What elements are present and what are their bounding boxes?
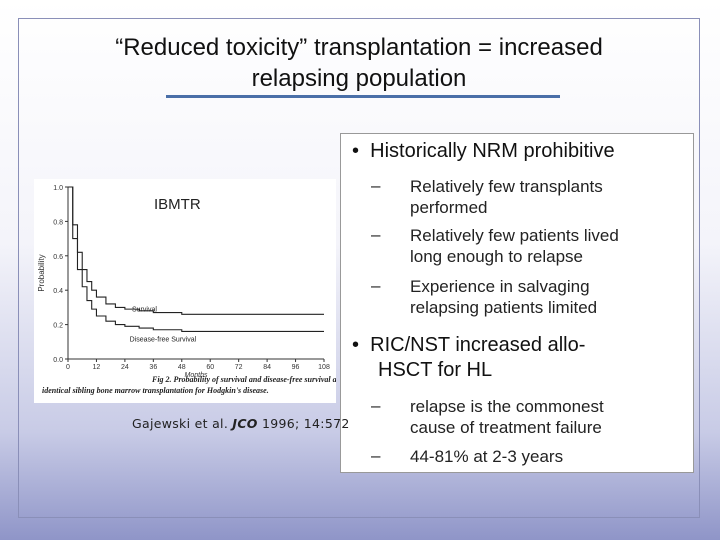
- y-tick-label: 0.2: [53, 323, 63, 330]
- y-tick-label: 1.0: [53, 185, 63, 192]
- bullet-dot: •: [352, 140, 371, 162]
- series-line-survival: [68, 186, 324, 315]
- sub-bullet-1-1: Relatively few transplants performed: [410, 176, 603, 218]
- sub-bullet-line: Relatively few patients lived: [410, 226, 619, 245]
- y-tick-label: 0.4: [53, 288, 63, 295]
- figure-label: IBMTR: [154, 196, 201, 213]
- sub-bullet-line: Relatively few transplants: [410, 177, 603, 196]
- sub-bullet-line: relapse is the commonest: [410, 397, 604, 416]
- x-tick-label: 48: [178, 364, 186, 371]
- figure-caption-line1: Fig 2. Probability of survival and disea…: [151, 375, 336, 384]
- x-tick-label: 96: [292, 364, 300, 371]
- sub-bullet-1-2: Relatively few patients lived long enoug…: [410, 225, 619, 267]
- y-axis-label: Probability: [37, 254, 46, 291]
- x-tick-label: 60: [206, 364, 214, 371]
- slide-title: “Reduced toxicity” transplantation = inc…: [18, 32, 700, 94]
- x-tick-label: 0: [66, 364, 70, 371]
- series-line-disease-free-survival: [68, 186, 324, 333]
- dash-icon: –: [371, 276, 381, 295]
- x-tick-label: 72: [235, 364, 243, 371]
- dash-icon: –: [371, 176, 381, 195]
- y-tick-label: 0.0: [53, 357, 63, 364]
- bullet-1-text: Historically NRM prohibitive: [370, 140, 615, 162]
- sub-bullet-line: 44-81% at 2-3 years: [410, 447, 564, 466]
- y-tick-label: 0.6: [53, 254, 63, 261]
- reference-journal: JCO: [232, 416, 258, 431]
- x-tick-label: 12: [93, 364, 101, 371]
- series-label: Disease-free Survival: [130, 336, 197, 343]
- figure-caption-line2: identical sibling bone marrow transplant…: [42, 386, 269, 395]
- sub-bullet-line: Experience in salvaging: [410, 277, 590, 296]
- sub-bullet-1-3: Experience in salvaging relapsing patien…: [410, 276, 597, 318]
- slide-frame: [18, 18, 700, 518]
- sub-bullet-line: long enough to relapse: [410, 247, 583, 266]
- bullet-1: • Historically NRM prohibitive: [352, 140, 615, 163]
- sub-bullet-line: cause of treatment failure: [410, 418, 602, 437]
- dash-icon: –: [371, 225, 381, 244]
- x-tick-label: 24: [121, 364, 129, 371]
- series-label: Survival: [132, 306, 157, 313]
- reference-authors: Gajewski et al.: [132, 416, 233, 431]
- bullet-2-text-line2: HSCT for HL: [378, 359, 493, 381]
- slide-title-line2: relapsing population: [251, 65, 467, 92]
- sub-bullet-2-1: relapse is the commonest cause of treatm…: [410, 396, 604, 438]
- sub-bullet-2-2: 44-81% at 2-3 years: [410, 446, 563, 467]
- survival-figure: 0.0 0.2 0.4 0.6 0.8 1.0 0 12 24 36 48 60 72 84 96 108 Mo…: [34, 179, 370, 403]
- x-axis-label: Months: [185, 372, 208, 379]
- bullet-2-text-line1: RIC/NST increased allo-: [370, 334, 586, 356]
- figure-reference: Gajewski et al. JCO 1996; 14:572: [132, 416, 350, 431]
- bullet-dot: •: [352, 334, 371, 356]
- dash-icon: –: [371, 396, 381, 415]
- y-tick-label: 0.8: [53, 219, 63, 226]
- survival-chart: 0.0 0.2 0.4 0.6 0.8 1.0 0 12 24 36 48 60 72 84 96 108 Mo…: [37, 185, 370, 395]
- title-underline: [166, 95, 560, 98]
- reference-citation: 1996; 14:572: [257, 416, 350, 431]
- sub-bullet-line: relapsing patients limited: [410, 298, 598, 317]
- bullet-text-box: [340, 133, 694, 473]
- x-tick-label: 36: [149, 364, 157, 371]
- x-tick-label: 84: [263, 364, 271, 371]
- dash-icon: –: [371, 446, 381, 465]
- sub-bullet-line: performed: [410, 198, 488, 217]
- slide-title-line1: “Reduced toxicity” transplantation = inc…: [115, 34, 603, 61]
- bullet-2: • RIC/NST increased allo- HSCT for HL: [352, 333, 585, 383]
- x-tick-label: 108: [318, 364, 330, 371]
